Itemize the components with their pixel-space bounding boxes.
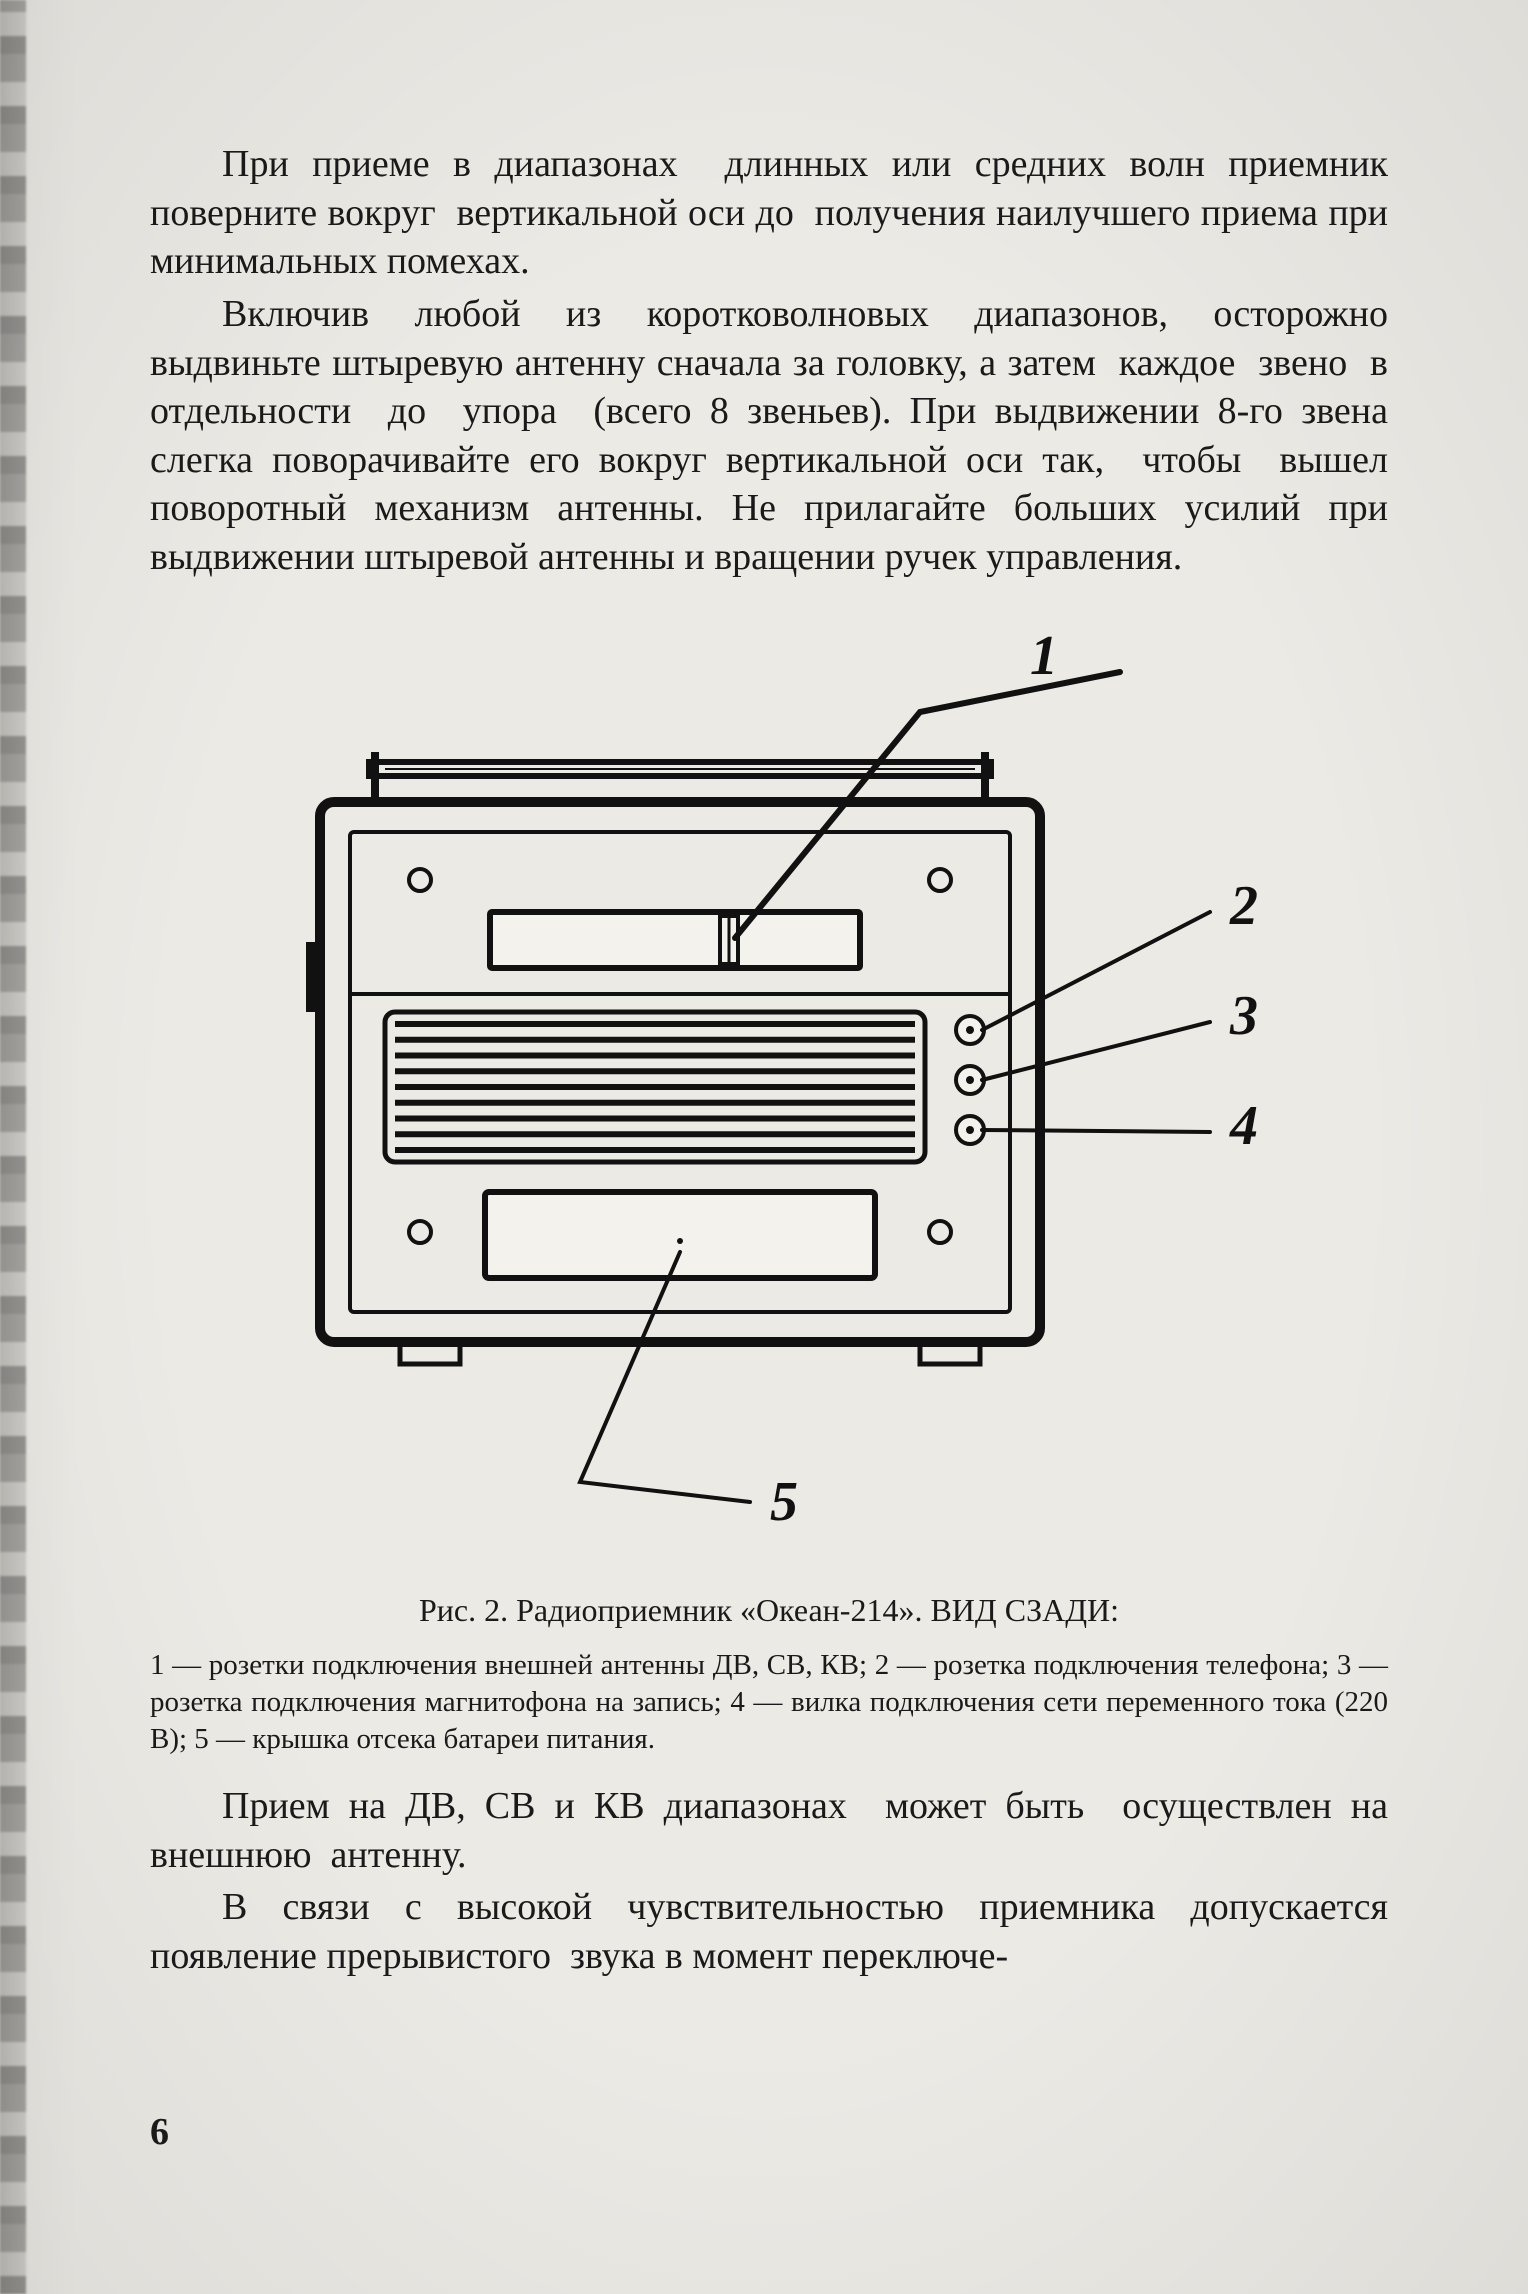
callout-2: 2 [1229, 875, 1258, 937]
paragraph-3: Прием на ДВ, СВ и КВ диапазонах может бы… [150, 1782, 1388, 1879]
figure-caption: Рис. 2. Радиоприемник «Океан-214». ВИД С… [150, 1592, 1388, 1629]
figure-legend: 1 — розетки подключения внешней антенны … [150, 1647, 1388, 1758]
paragraph-1-text: При приеме в диапазонах длинных или сред… [150, 143, 1398, 282]
figure-2-rear-view: 1 2 3 4 5 [150, 612, 1388, 1572]
paragraph-2-text: Включив любой из коротковолновых диапазо… [150, 293, 1407, 578]
callout-5: 5 [770, 1471, 798, 1533]
paragraph-2: Включив любой из коротковолновых диапазо… [150, 290, 1388, 582]
callout-4: 4 [1229, 1095, 1258, 1157]
scanned-page: При приеме в диапазонах длинных или сред… [0, 0, 1528, 2294]
page-number: 6 [150, 2110, 169, 2154]
callout-1: 1 [1030, 625, 1058, 687]
paragraph-4-text: В связи с высокой чувствительностью прие… [150, 1886, 1398, 1977]
paragraph-1: При приеме в диапазонах длинных или сред… [150, 140, 1388, 286]
callout-3: 3 [1229, 985, 1258, 1047]
paragraph-4: В связи с высокой чувствительностью прие… [150, 1883, 1388, 1980]
figure-svg: 1 2 3 4 5 [150, 612, 1388, 1572]
left-edge-shadow [0, 0, 26, 2294]
paragraph-3-text: Прием на ДВ, СВ и КВ диапазонах может бы… [150, 1785, 1407, 1876]
